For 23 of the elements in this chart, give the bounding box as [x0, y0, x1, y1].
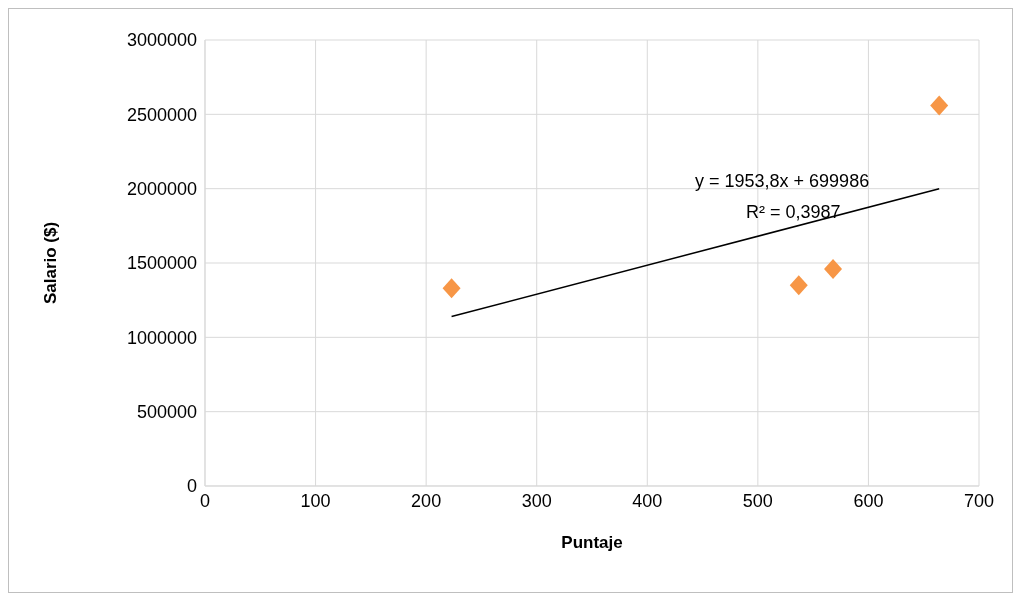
- x-tick-label: 400: [632, 490, 663, 511]
- y-tick-label: 1500000: [126, 253, 197, 274]
- y-axis-title: Salario ($): [41, 221, 61, 305]
- annotation: y = 1953,8x + 699986: [695, 171, 870, 192]
- point: [442, 278, 461, 299]
- y-tick-label: 2500000: [126, 104, 197, 125]
- y-tick-label: 1000000: [126, 327, 197, 348]
- y-tick-label: 0: [186, 476, 197, 497]
- x-tick-label: 0: [199, 490, 211, 511]
- annotation: R² = 0,3987: [746, 202, 841, 223]
- x-tick-label: 600: [853, 490, 884, 511]
- y-tick-label: 2000000: [126, 179, 197, 200]
- point: [824, 258, 843, 279]
- x-tick-label: 100: [300, 490, 331, 511]
- y-tick-label: 3000000: [126, 30, 197, 51]
- x-tick-label: 200: [411, 490, 442, 511]
- point: [930, 95, 949, 116]
- x-axis-title: Puntaje: [561, 533, 623, 552]
- x-tick-label: 700: [963, 490, 995, 511]
- y-tick-label: 500000: [136, 402, 197, 423]
- x-tick-label: 500: [742, 490, 773, 511]
- point: [789, 275, 808, 296]
- x-tick-label: 300: [521, 490, 552, 511]
